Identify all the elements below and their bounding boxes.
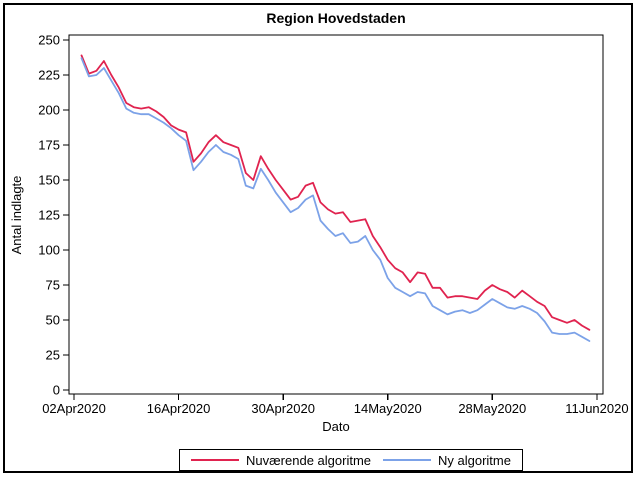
legend-label-ny: Ny algoritme (438, 452, 511, 468)
x-tick-label: 11Jun2020 (565, 401, 628, 416)
y-tick-label: 75 (46, 278, 60, 293)
y-tick-label: 0 (53, 383, 60, 398)
plot-border (68, 34, 604, 395)
x-tick-label: 16Apr2020 (147, 401, 211, 416)
y-tick-label: 150 (38, 173, 60, 188)
y-tick-label: 125 (38, 208, 60, 223)
y-tick-label: 175 (38, 138, 60, 153)
legend-label-nuvaerende: Nuværende algoritme (246, 452, 372, 468)
legend-item-nuvaerende: Nuværende algoritme (191, 453, 371, 468)
legend-line-blue-icon (383, 459, 432, 461)
x-tick-label: 02Apr2020 (42, 401, 106, 416)
y-tick-label: 50 (46, 313, 60, 328)
y-tick-label: 25 (46, 348, 60, 363)
chart-title: Region Hovedstaden (266, 10, 406, 26)
x-tick-label: 30Apr2020 (251, 401, 315, 416)
legend: Nuværende algoritme Ny algoritme (179, 449, 523, 471)
y-tick-label: 200 (38, 103, 60, 118)
legend-line-red-icon (191, 459, 239, 461)
y-tick-label: 250 (38, 33, 60, 48)
x-axis-title: Dato (322, 419, 350, 434)
series-line-ny (80, 57, 591, 342)
series-line-nuvaerende (80, 54, 591, 331)
y-tick-label: 100 (38, 243, 60, 258)
legend-item-ny: Ny algoritme (383, 453, 511, 468)
x-tick-label: 28May2020 (458, 401, 526, 416)
y-tick-label: 225 (38, 68, 60, 83)
x-tick-label: 14May2020 (354, 401, 422, 416)
